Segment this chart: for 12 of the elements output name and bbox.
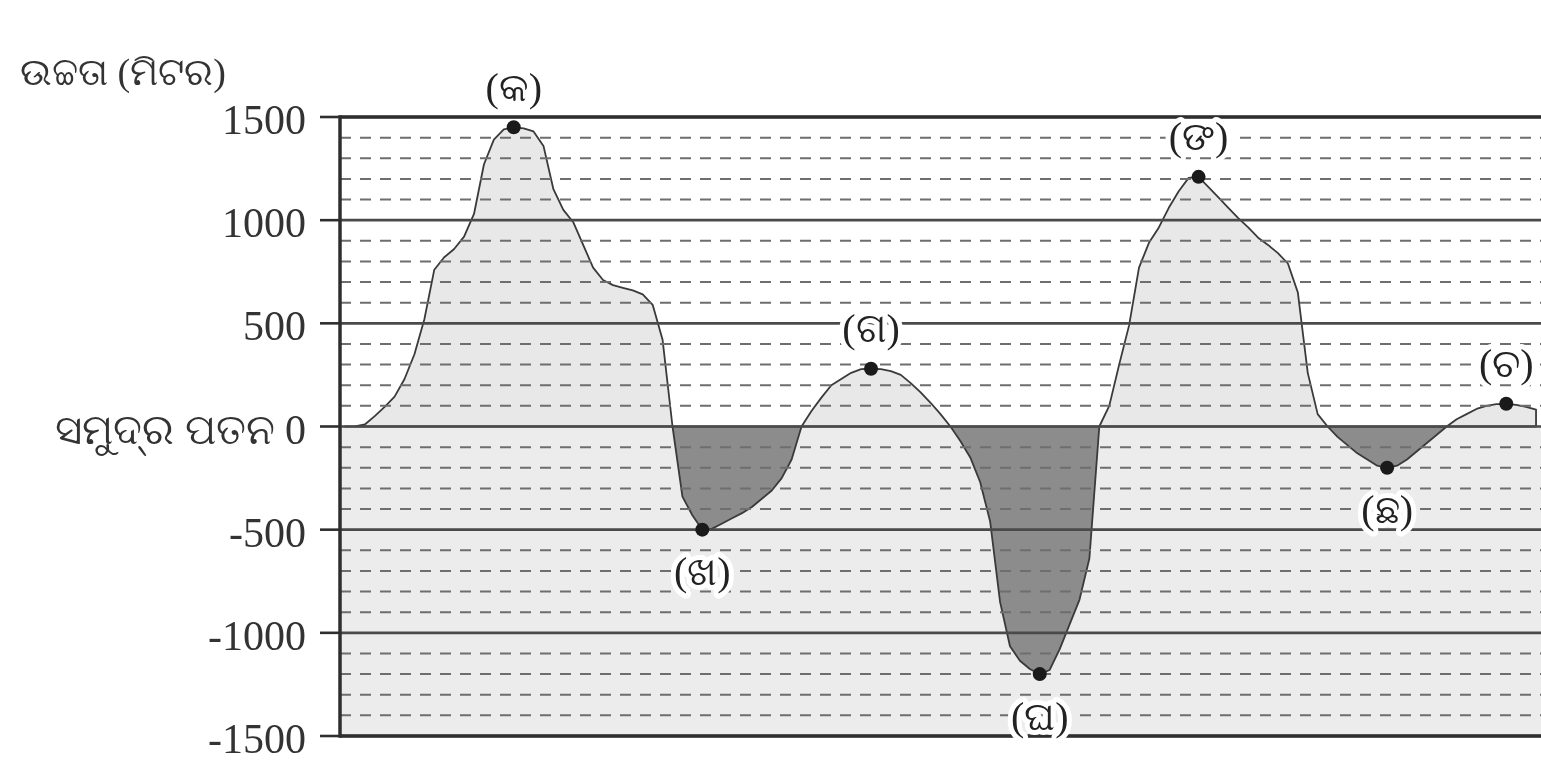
- annotation: (ଖ): [673, 549, 731, 595]
- y-tick-label: 1000: [222, 200, 306, 247]
- y-axis-title: ଉଚ୍ଚତା (ମିଟର): [20, 51, 226, 94]
- annotation: (ଙ): [1168, 114, 1229, 160]
- annotation: (ଘ): [1010, 693, 1069, 739]
- y-tick-label: 500: [243, 303, 306, 350]
- y-tick-label: -500: [229, 509, 306, 556]
- y-tick-label: -1000: [208, 612, 306, 659]
- annotation: (କ): [485, 64, 543, 110]
- y-tick-label: ସମୁଦ୍ର ପତନ 0: [55, 406, 306, 456]
- y-tick-label: -1500: [208, 716, 306, 762]
- y-tick-label: 1500: [222, 97, 306, 143]
